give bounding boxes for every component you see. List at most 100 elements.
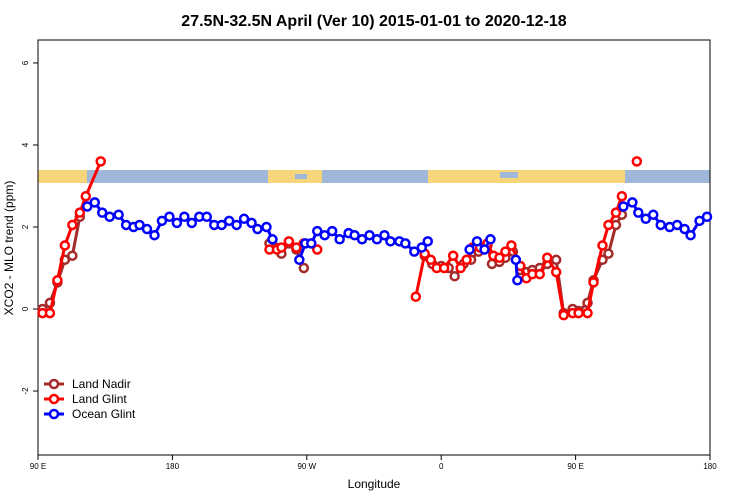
data-point xyxy=(231,219,242,231)
data-point xyxy=(438,262,450,274)
data-point xyxy=(679,223,690,235)
data-point xyxy=(500,246,511,257)
data-point xyxy=(276,242,287,253)
legend-label: Land Glint xyxy=(72,392,127,406)
data-point xyxy=(67,219,78,231)
data-point xyxy=(252,223,263,235)
data-point xyxy=(356,234,368,245)
y-axis-label: XCO2 - MLO trend (ppm) xyxy=(2,181,16,316)
data-point xyxy=(371,234,383,245)
data-point xyxy=(201,211,212,222)
data-point xyxy=(416,242,428,253)
data-point xyxy=(52,275,63,286)
data-point xyxy=(96,207,108,218)
data-point xyxy=(95,156,106,167)
data-point xyxy=(655,219,666,231)
data-point xyxy=(104,211,115,222)
data-point xyxy=(464,244,475,255)
legend-label: Ocean Glint xyxy=(72,407,136,421)
data-point xyxy=(485,234,496,245)
data-point xyxy=(631,156,643,167)
x-tick-label: 90 E xyxy=(30,462,46,471)
data-point xyxy=(67,250,78,261)
data-point xyxy=(627,197,638,208)
data-point xyxy=(597,240,608,251)
data-point xyxy=(385,236,396,247)
data-point xyxy=(512,275,523,286)
data-point xyxy=(471,236,483,247)
data-point xyxy=(582,307,593,319)
data-point xyxy=(573,307,584,319)
data-point xyxy=(89,197,100,208)
data-point xyxy=(425,254,436,266)
data-point xyxy=(298,262,310,274)
data-point xyxy=(701,211,713,222)
data-point xyxy=(379,229,390,241)
data-point xyxy=(479,244,490,255)
data-point xyxy=(141,223,153,235)
data-point xyxy=(633,207,644,218)
series-line xyxy=(622,200,708,238)
data-point xyxy=(326,225,338,237)
series-line xyxy=(468,238,492,253)
legend-marker xyxy=(48,393,60,405)
data-point xyxy=(164,211,175,222)
data-point xyxy=(294,254,305,266)
data-point xyxy=(447,250,459,261)
legend-marker xyxy=(48,378,60,390)
data-point xyxy=(610,207,622,218)
data-point xyxy=(134,219,145,231)
y-tick-label: 2 xyxy=(21,224,30,229)
data-point xyxy=(113,209,124,220)
data-point xyxy=(455,262,466,274)
data-point xyxy=(640,213,652,225)
data-point xyxy=(616,190,628,202)
data-point xyxy=(603,248,614,259)
data-point xyxy=(603,219,614,231)
data-point xyxy=(494,252,505,264)
data-point xyxy=(550,254,562,266)
data-point xyxy=(216,219,227,231)
data-point xyxy=(449,270,460,282)
x-tick-label: 90 W xyxy=(297,462,316,471)
data-point xyxy=(506,240,517,251)
data-point xyxy=(283,236,295,247)
x-axis-label: Longitude xyxy=(348,477,401,491)
data-point xyxy=(156,215,168,227)
data-point xyxy=(171,217,183,229)
data-point xyxy=(648,209,659,220)
y-tick-label: 0 xyxy=(21,306,30,311)
data-point xyxy=(409,246,420,257)
data-point xyxy=(400,238,411,249)
data-point xyxy=(461,254,472,266)
data-point xyxy=(588,277,599,288)
chart-title: 27.5N-32.5N April (Ver 10) 2015-01-01 to… xyxy=(181,13,567,30)
data-point xyxy=(223,215,235,227)
data-point xyxy=(618,201,629,212)
legend-label: Land Nadir xyxy=(72,377,131,391)
data-point xyxy=(149,229,160,241)
data-point xyxy=(534,268,546,280)
data-point xyxy=(319,229,330,241)
data-point xyxy=(80,190,92,202)
y-tick-label: 6 xyxy=(21,60,30,65)
y-tick-label: 4 xyxy=(21,142,30,147)
data-point xyxy=(550,266,562,278)
data-point xyxy=(410,291,422,302)
x-tick-label: 90 E xyxy=(567,462,583,471)
data-point xyxy=(312,225,323,237)
data-point xyxy=(44,307,56,319)
data-point xyxy=(306,238,317,249)
legend-marker xyxy=(48,408,60,420)
data-point xyxy=(422,236,434,247)
map-strip xyxy=(38,170,710,183)
x-tick-label: 180 xyxy=(703,462,717,471)
data-point xyxy=(82,201,93,212)
data-point xyxy=(364,229,375,241)
data-point xyxy=(558,309,569,321)
series-line xyxy=(42,160,103,315)
data-point xyxy=(261,221,272,233)
data-point xyxy=(541,252,553,264)
